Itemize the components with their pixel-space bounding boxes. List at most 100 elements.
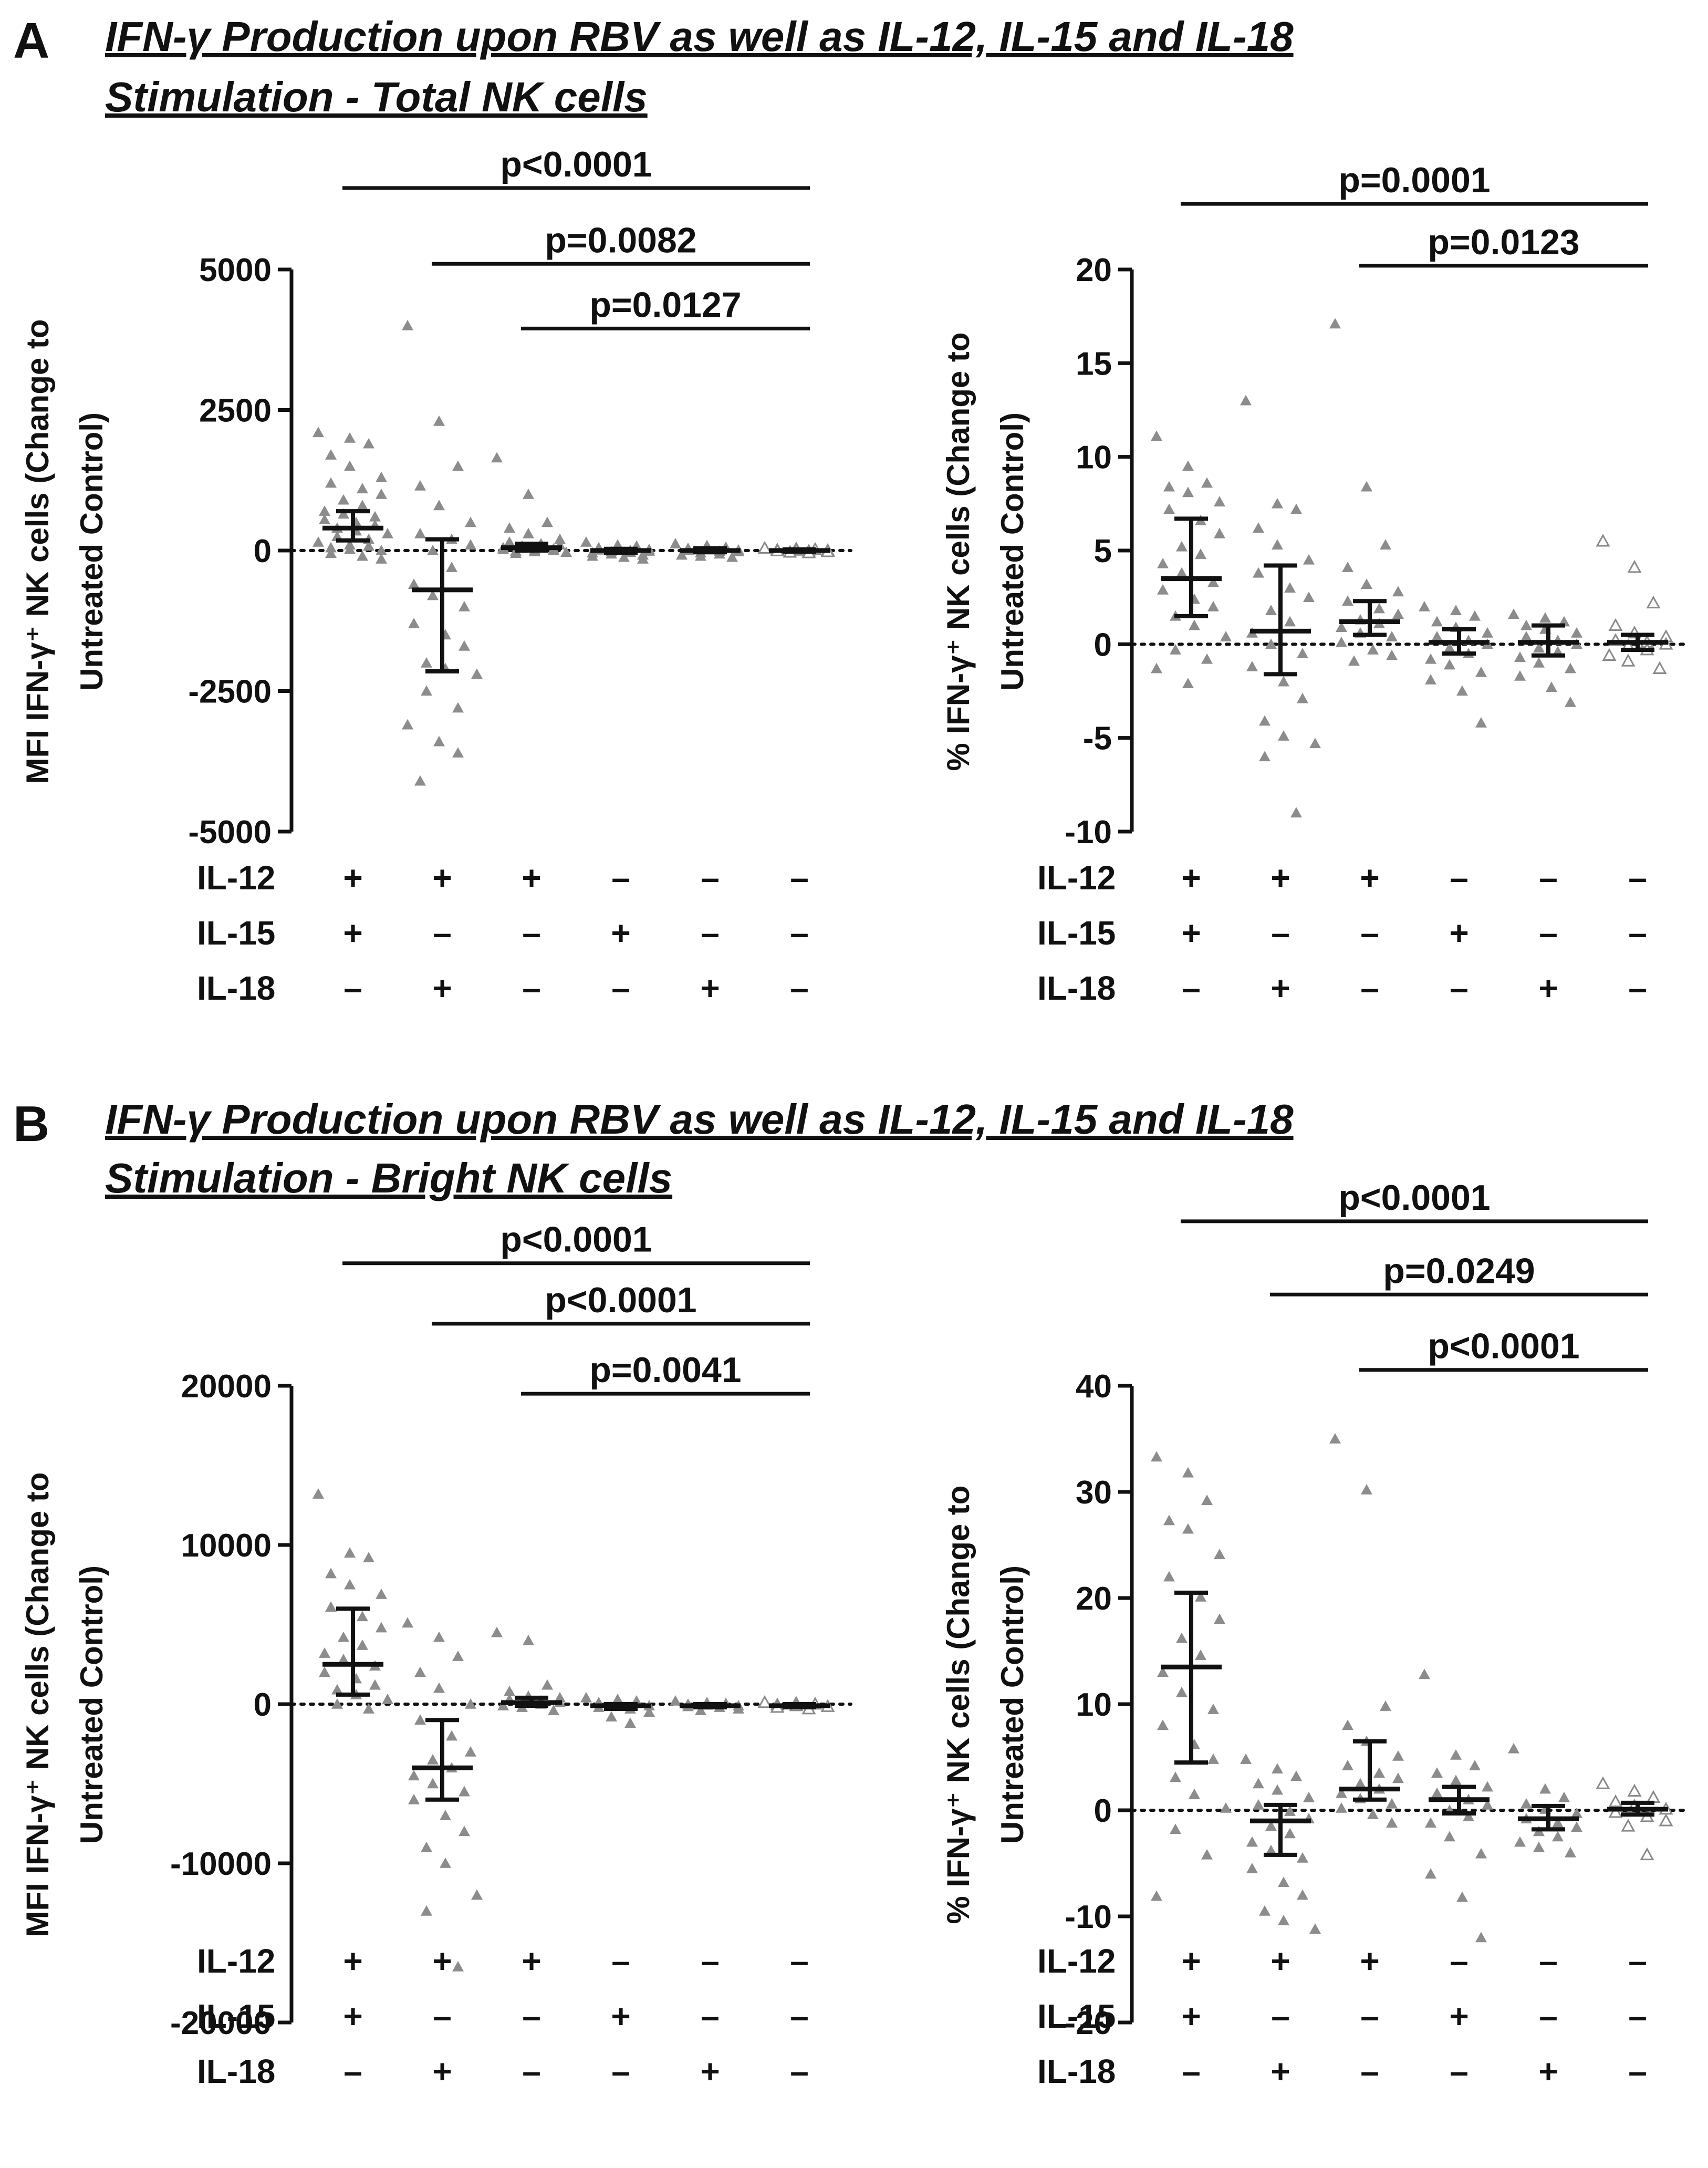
data-point xyxy=(344,1579,356,1590)
data-point xyxy=(1533,657,1545,668)
data-point xyxy=(338,1654,349,1664)
data-point xyxy=(1284,616,1296,627)
data-point xyxy=(670,538,681,548)
data-point xyxy=(1151,430,1162,441)
y-tick-label: -20000 xyxy=(170,2005,272,2041)
data-point xyxy=(414,1714,426,1725)
y-tick-label: -10 xyxy=(1065,814,1112,850)
data-point xyxy=(1157,1719,1169,1730)
data-point xyxy=(1571,627,1582,638)
data-point xyxy=(1253,1799,1264,1810)
group-4 xyxy=(580,1692,655,1728)
data-point xyxy=(1297,1852,1308,1863)
data-point xyxy=(1163,481,1175,492)
group-2 xyxy=(402,1617,483,1972)
data-point xyxy=(459,640,470,651)
data-point xyxy=(376,471,387,482)
condition-sign: – xyxy=(701,859,720,897)
condition-sign: – xyxy=(1628,1942,1647,1980)
data-point xyxy=(1539,612,1551,623)
y-tick-label: 0 xyxy=(1094,627,1112,663)
data-point xyxy=(1456,685,1468,696)
data-point xyxy=(504,536,515,547)
data-point xyxy=(313,427,324,438)
data-point xyxy=(1608,1804,1623,1818)
data-point xyxy=(1290,1770,1302,1781)
panel-letter-b: B xyxy=(13,1096,49,1152)
condition-sign: + xyxy=(700,2052,720,2090)
condition-sign: + xyxy=(700,969,720,1007)
condition-sign: – xyxy=(1450,2052,1469,2090)
p-value-label: p=0.0041 xyxy=(589,1350,741,1390)
data-point xyxy=(433,735,445,746)
data-point xyxy=(1278,1915,1289,1925)
data-point xyxy=(363,1552,374,1563)
p-value-label: p=0.0123 xyxy=(1428,222,1579,262)
data-point xyxy=(1272,1763,1283,1774)
data-point xyxy=(1272,539,1283,550)
condition-label: IL-15 xyxy=(197,914,275,952)
condition-sign: + xyxy=(432,1942,452,1980)
data-point xyxy=(1367,1809,1379,1819)
condition-label: IL-18 xyxy=(197,2052,275,2090)
condition-sign: – xyxy=(1539,1997,1558,2035)
data-point xyxy=(580,1692,592,1703)
y-tick-label: 30 xyxy=(1076,1475,1112,1511)
data-point xyxy=(1361,481,1372,492)
y-axis-label-line1: MFI IFN-γ⁺ NK cells (Change to xyxy=(20,319,55,784)
condition-sign: – xyxy=(1360,1997,1379,2035)
condition-sign: – xyxy=(1271,914,1290,952)
data-point xyxy=(1608,618,1623,631)
data-point xyxy=(1207,1754,1219,1764)
data-point xyxy=(1508,608,1519,619)
data-point xyxy=(1425,1868,1436,1879)
data-point xyxy=(1163,1571,1175,1582)
panel-b-title-line1: IFN-γ Production upon RBV as well as IL-… xyxy=(105,1096,1294,1143)
data-point xyxy=(1214,496,1225,507)
data-point xyxy=(1367,644,1379,655)
condition-sign: – xyxy=(701,1997,720,2035)
data-point xyxy=(313,536,324,547)
data-point xyxy=(1514,1836,1526,1847)
y-tick-label: 20 xyxy=(1076,252,1112,288)
data-point xyxy=(1552,1831,1564,1842)
data-point xyxy=(1207,601,1219,611)
data-point xyxy=(733,1703,744,1714)
data-point xyxy=(1482,627,1493,638)
data-point xyxy=(1182,1523,1194,1534)
group-2 xyxy=(1240,395,1321,818)
condition-sign: – xyxy=(1450,969,1469,1007)
data-point xyxy=(510,547,522,558)
data-point xyxy=(1176,567,1188,578)
data-point xyxy=(1163,1515,1175,1526)
data-point xyxy=(1297,692,1308,703)
data-point xyxy=(1533,642,1545,653)
data-point xyxy=(523,489,534,499)
condition-sign: – xyxy=(611,2052,630,2090)
data-point xyxy=(1195,1591,1206,1602)
condition-sign: – xyxy=(1450,859,1469,897)
data-point xyxy=(1386,1817,1398,1828)
data-point xyxy=(1373,603,1385,614)
chart-a-mfi: 5000 2500 0 -2500 -5000 MFI IFN-γ⁺ NK cells (… xyxy=(20,144,852,1007)
data-point xyxy=(1272,1784,1283,1795)
y-tick-label: 40 xyxy=(1076,1368,1112,1405)
data-point xyxy=(1182,678,1194,689)
data-point xyxy=(1475,666,1487,677)
y-axis-label-line1: MFI IFN-γ⁺ NK cells (Change to xyxy=(20,1472,55,1937)
data-point xyxy=(459,1825,470,1837)
data-point xyxy=(1272,497,1283,509)
data-point xyxy=(1482,1781,1493,1792)
data-point xyxy=(1627,560,1642,573)
data-point xyxy=(1265,605,1277,615)
group-1 xyxy=(313,1488,393,1714)
data-point xyxy=(1336,636,1347,647)
y-axis-label-line2: Untreated Control) xyxy=(74,1565,109,1844)
y-tick-label: -20 xyxy=(1065,2005,1112,2041)
data-point xyxy=(325,477,337,488)
data-point xyxy=(1176,541,1188,552)
condition-sign: – xyxy=(790,859,809,897)
data-point xyxy=(1431,616,1443,627)
condition-sign: + xyxy=(1449,1997,1469,2035)
data-point xyxy=(676,549,688,560)
